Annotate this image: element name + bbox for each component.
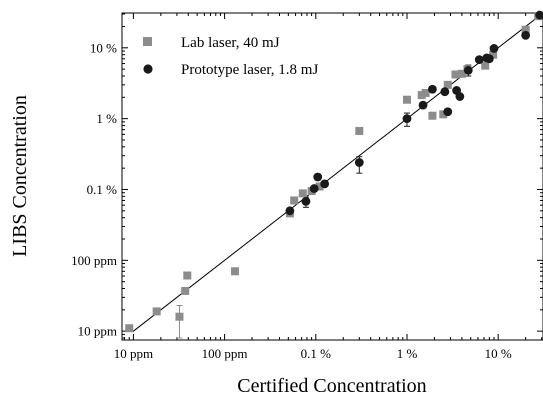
x-tick-label: 1 %	[397, 346, 418, 361]
reference-line	[132, 12, 543, 333]
lab-laser-point	[439, 110, 448, 119]
lab-laser-point	[402, 95, 411, 104]
identity-line	[132, 12, 543, 333]
prototype-laser-point	[402, 114, 412, 124]
prototype-laser-point	[484, 54, 494, 64]
lab-laser-point	[521, 25, 530, 34]
y-axis-title: LIBS Concentration	[9, 95, 31, 257]
prototype-laser-point	[285, 206, 295, 216]
lab-laser-point	[152, 307, 161, 316]
y-tick-label: 0.1 %	[87, 182, 118, 197]
data-marks	[125, 10, 543, 333]
x-axis-title: Certified Concentration	[237, 375, 426, 397]
lab-laser-point	[421, 89, 430, 98]
legend-marker-lab-laser	[143, 37, 152, 46]
prototype-laser-point	[443, 107, 453, 117]
lab-laser-point	[355, 126, 364, 135]
prototype-laser-point	[455, 92, 465, 101]
legend: Lab laser, 40 mJ Prototype laser, 1.8 mJ	[143, 35, 318, 78]
plot-frame	[121, 12, 543, 341]
prototype-laser-point	[440, 87, 450, 97]
x-tick-labels: 10 ppm 100 ppm 0.1 % 1 % 10 %	[114, 346, 512, 361]
x-tick-label: 100 ppm	[202, 346, 248, 361]
prototype-laser-point	[521, 30, 531, 40]
lab-laser-point	[451, 70, 460, 79]
prototype-laser-point	[474, 55, 484, 65]
lab-laser-point	[298, 189, 307, 198]
prototype-laser-point	[428, 84, 437, 94]
x-tick-label: 10 ppm	[114, 346, 153, 361]
lab-laser-point	[481, 61, 490, 70]
prototype-laser-point	[301, 196, 311, 206]
y-tick-label: 1 %	[96, 111, 117, 126]
prototype-laser-point	[535, 10, 543, 20]
prototype-laser-point	[354, 158, 364, 167]
legend-label-lab-laser: Lab laser, 40 mJ	[181, 35, 280, 51]
prototype-laser-point	[463, 65, 473, 75]
y-tick-label: 100 ppm	[71, 253, 117, 268]
prototype-laser-point	[320, 179, 330, 189]
lab-laser-point	[125, 324, 134, 333]
y-tick-labels: 10 ppm 100 ppm 0.1 % 1 % 10 %	[71, 40, 117, 338]
lab-laser-point	[457, 69, 466, 78]
prototype-laser-point	[309, 184, 319, 193]
prototype-laser-point	[418, 100, 428, 110]
lab-laser-point	[315, 182, 324, 191]
lab-laser-point	[443, 80, 452, 89]
legend-marker-prototype-laser	[143, 64, 153, 74]
y-tick-label: 10 %	[90, 40, 117, 55]
y-tick-label: 10 ppm	[78, 324, 117, 339]
lab-laser-point	[230, 267, 239, 276]
lab-laser-point	[290, 196, 299, 205]
lab-laser-point	[489, 50, 498, 59]
x-tick-label: 10 %	[485, 346, 512, 361]
lab-laser-point	[428, 111, 437, 120]
axis-ticks	[122, 13, 543, 340]
prototype-laser-point	[313, 172, 323, 182]
prototype-laser-point	[489, 44, 499, 53]
lab-laser-point	[181, 286, 190, 295]
x-tick-label: 0.1 %	[301, 346, 332, 361]
legend-label-prototype-laser: Prototype laser, 1.8 mJ	[181, 62, 318, 78]
lab-laser-point	[183, 271, 192, 280]
lab-laser-point	[175, 312, 184, 321]
